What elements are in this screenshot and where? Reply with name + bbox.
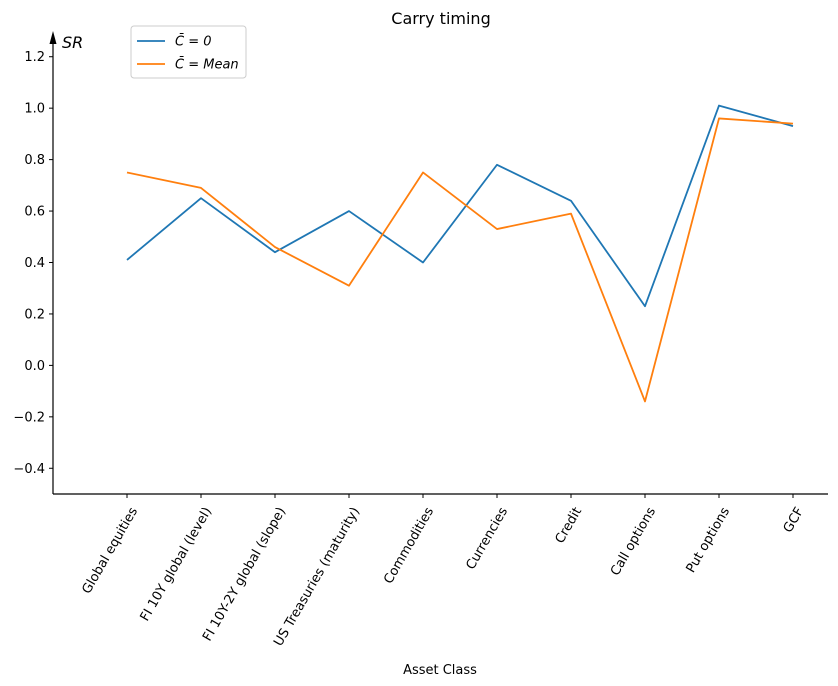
y-axis-arrow-icon	[49, 31, 57, 44]
y-tick-label: −0.4	[13, 462, 45, 477]
y-tick-label: 0.0	[24, 359, 45, 374]
legend-frame	[130, 25, 247, 79]
x-axis: Asset Class	[53, 493, 828, 678]
y-tick-label: 1.0	[24, 102, 45, 117]
x-tick-label: GCF	[781, 505, 807, 536]
legend-entry: C̄ = Mean	[175, 57, 239, 72]
legend: C̄ = 0 C̄ = Mean	[130, 25, 247, 79]
y-tick-label: 0.2	[24, 307, 45, 322]
y-tick-label: 0.8	[24, 153, 45, 168]
y-tick-label: 0.4	[24, 256, 45, 271]
chart-title: Carry timing	[391, 9, 490, 28]
y-tick-label: −0.2	[13, 410, 45, 425]
x-tick-label: US Treasuries (maturity)	[271, 505, 363, 649]
series-layer	[126, 104, 794, 403]
y-tick-label: 0.6	[24, 205, 45, 220]
y-axis-label: SR	[62, 33, 83, 52]
y-tick-label: 1.2	[24, 50, 45, 65]
y-ticks: −0.4 −0.2 0.0 0.2 0.4 0.6 0.8 1.0 1.2	[13, 50, 53, 477]
y-axis: SR	[49, 31, 83, 494]
x-tick-label: FI 10Y global (level)	[138, 505, 215, 624]
x-tick-label: Global equities	[79, 505, 141, 597]
x-tick-label: Commodities	[381, 505, 437, 587]
series-line-0	[126, 104, 794, 308]
legend-entry: C̄ = 0	[175, 34, 212, 49]
x-tick-label: FI 10Y-2Y global (slope)	[200, 505, 289, 644]
x-axis-label: Asset Class	[403, 663, 477, 678]
x-tick-label: Call options	[608, 505, 659, 579]
x-tick-label: Credit	[553, 505, 586, 546]
x-tick-label: Currencies	[463, 505, 511, 573]
x-tick-label: Put options	[684, 505, 734, 576]
series-line-1	[126, 117, 794, 403]
